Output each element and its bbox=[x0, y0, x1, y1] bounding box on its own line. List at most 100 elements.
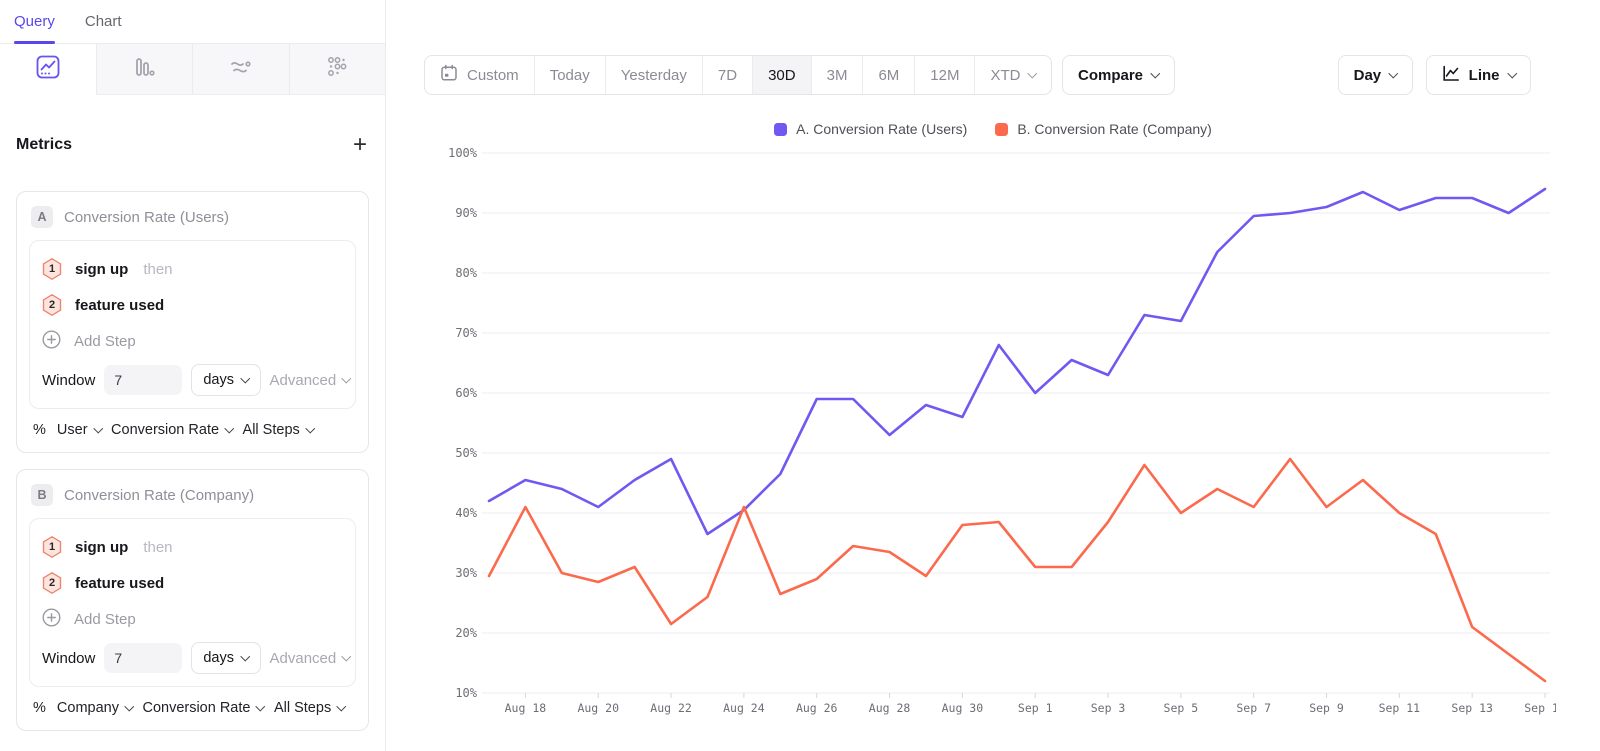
y-axis-label: 60% bbox=[455, 386, 477, 400]
chart-type-tab-line[interactable] bbox=[0, 44, 96, 95]
window-label: Window bbox=[42, 371, 96, 389]
date-range-6m[interactable]: 6M bbox=[863, 56, 916, 94]
step-number-badge: 1 bbox=[42, 258, 62, 280]
measure-entity-dropdown[interactable]: User bbox=[57, 422, 103, 438]
chart-type-tab-bar[interactable] bbox=[95, 44, 192, 95]
chevron-down-icon bbox=[93, 423, 103, 433]
flow-icon bbox=[229, 55, 253, 84]
measure-steps-dropdown[interactable]: All Steps bbox=[274, 700, 347, 716]
legend-label: B. Conversion Rate (Company) bbox=[1017, 121, 1212, 137]
chevron-down-icon bbox=[341, 651, 352, 661]
date-range-xtd[interactable]: XTD bbox=[975, 56, 1051, 94]
x-axis-label: Aug 30 bbox=[942, 701, 984, 715]
measure-type-dropdown[interactable]: Conversion Rate bbox=[111, 422, 234, 438]
metrics-heading: Metrics bbox=[16, 136, 73, 153]
step-event-label[interactable]: feature used bbox=[75, 574, 165, 592]
chart-toolbar: Custom Today Yesterday 7D 30D 3M 6M 12M … bbox=[424, 55, 1531, 95]
legend-item-b[interactable]: B. Conversion Rate (Company) bbox=[995, 121, 1212, 137]
chevron-down-icon bbox=[1388, 68, 1399, 78]
chart-type-tab-dots[interactable] bbox=[288, 44, 385, 95]
measure-steps-dropdown[interactable]: All Steps bbox=[243, 422, 315, 438]
metric-badge: B bbox=[31, 484, 53, 506]
add-step-button[interactable]: Add Step bbox=[42, 601, 343, 637]
chevron-down-icon bbox=[336, 701, 347, 711]
line-chart-icon bbox=[1442, 65, 1460, 86]
y-axis-label: 10% bbox=[455, 686, 477, 700]
x-axis-label: Aug 26 bbox=[796, 701, 838, 715]
window-unit-dropdown[interactable]: days bbox=[191, 364, 261, 396]
add-step-label: Add Step bbox=[74, 610, 136, 628]
sidebar-tabs: Query Chart bbox=[0, 0, 385, 44]
add-metric-button[interactable]: + bbox=[352, 131, 367, 158]
date-range-3m[interactable]: 3M bbox=[812, 56, 864, 94]
measure-type-dropdown[interactable]: Conversion Rate bbox=[142, 700, 266, 716]
window-label: Window bbox=[42, 649, 96, 667]
y-axis-label: 40% bbox=[455, 506, 477, 520]
metric-card-b: B Conversion Rate (Company) 1 sign up th… bbox=[16, 469, 369, 731]
date-range-custom[interactable]: Custom bbox=[425, 56, 535, 94]
funnel-step[interactable]: 2 feature used bbox=[42, 287, 343, 323]
chevron-down-icon bbox=[124, 701, 134, 711]
tab-chart[interactable]: Chart bbox=[84, 13, 122, 30]
plus-circle-icon bbox=[42, 329, 61, 353]
date-range-30d[interactable]: 30D bbox=[753, 56, 812, 94]
step-event-label[interactable]: sign up bbox=[75, 260, 129, 278]
advanced-dropdown[interactable]: Advanced bbox=[270, 650, 352, 667]
metric-badge: A bbox=[31, 206, 53, 228]
funnel-steps-box: 1 sign up then 2 feature used Add Step bbox=[29, 240, 356, 409]
y-axis-label: 30% bbox=[455, 566, 477, 580]
funnel-step[interactable]: 2 feature used bbox=[42, 565, 343, 601]
step-event-label[interactable]: sign up bbox=[75, 538, 129, 556]
window-value-input[interactable] bbox=[104, 643, 183, 673]
measure-entity-dropdown[interactable]: Company bbox=[57, 700, 134, 716]
funnel-step[interactable]: 1 sign up then bbox=[42, 529, 343, 565]
x-axis-label: Aug 20 bbox=[577, 701, 619, 715]
date-range-today[interactable]: Today bbox=[535, 56, 606, 94]
step-number-badge: 1 bbox=[42, 536, 62, 558]
x-axis-label: Aug 24 bbox=[723, 701, 765, 715]
window-unit-dropdown[interactable]: days bbox=[191, 642, 261, 674]
step-event-label[interactable]: feature used bbox=[75, 296, 165, 314]
date-range-yesterday[interactable]: Yesterday bbox=[606, 56, 703, 94]
series-line-b bbox=[487, 457, 1547, 683]
chevron-down-icon bbox=[341, 373, 352, 383]
chart-style-dropdown[interactable]: Line bbox=[1425, 55, 1531, 95]
granularity-dropdown[interactable]: Day bbox=[1337, 55, 1413, 95]
metric-title[interactable]: Conversion Rate (Company) bbox=[64, 486, 255, 504]
date-range-segmented-control: Custom Today Yesterday 7D 30D 3M 6M 12M … bbox=[424, 55, 1052, 95]
compare-button[interactable]: Compare bbox=[1061, 55, 1175, 95]
y-axis-label: 70% bbox=[455, 326, 477, 340]
metric-title[interactable]: Conversion Rate (Users) bbox=[64, 208, 230, 226]
x-axis-label: Sep 9 bbox=[1309, 701, 1344, 715]
query-sidebar: Query Chart bbox=[0, 0, 386, 751]
step-number-badge: 2 bbox=[42, 294, 62, 316]
x-axis-label: Sep 7 bbox=[1236, 701, 1271, 715]
tab-query[interactable]: Query bbox=[14, 0, 55, 44]
x-axis-label: Aug 28 bbox=[869, 701, 911, 715]
x-axis-label: Sep 11 bbox=[1379, 701, 1421, 715]
chart-type-tab-flow[interactable] bbox=[192, 44, 289, 95]
x-axis-label: Sep 13 bbox=[1451, 701, 1493, 715]
legend-swatch bbox=[995, 122, 1009, 136]
add-step-button[interactable]: Add Step bbox=[42, 323, 343, 359]
x-axis-label: Aug 22 bbox=[650, 701, 692, 715]
legend-item-a[interactable]: A. Conversion Rate (Users) bbox=[774, 121, 967, 137]
date-range-7d[interactable]: 7D bbox=[703, 56, 754, 94]
y-axis-label: 100% bbox=[448, 146, 478, 160]
chevron-down-icon bbox=[256, 701, 266, 711]
y-axis-label: 80% bbox=[455, 266, 477, 280]
legend-swatch bbox=[774, 122, 788, 136]
chevron-down-icon bbox=[240, 373, 250, 383]
chevron-down-icon bbox=[1028, 68, 1038, 78]
funnel-step[interactable]: 1 sign up then bbox=[42, 251, 343, 287]
advanced-dropdown[interactable]: Advanced bbox=[270, 372, 352, 389]
date-range-12m[interactable]: 12M bbox=[915, 56, 976, 94]
chart-area: 100% 90% 80% 70% 60% 50% 40% 30% 20% 10% Aug 18 Aug… bbox=[436, 140, 1566, 735]
measure-prefix: % bbox=[33, 422, 46, 438]
metric-card-a: A Conversion Rate (Users) 1 sign up then… bbox=[16, 191, 369, 453]
plus-circle-icon bbox=[42, 607, 61, 631]
measure-prefix: % bbox=[33, 700, 46, 716]
window-value-input[interactable] bbox=[104, 365, 183, 395]
bar-chart-icon bbox=[132, 55, 156, 84]
x-axis-label: Aug 18 bbox=[505, 701, 547, 715]
